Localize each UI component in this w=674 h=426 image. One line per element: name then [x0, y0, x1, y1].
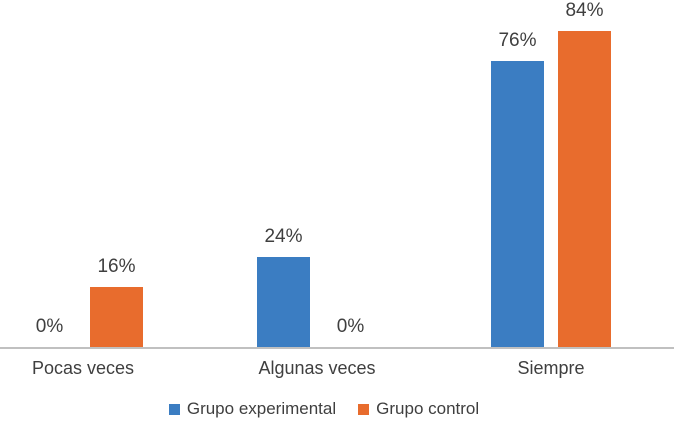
value-label-grupo-control-pocas-veces: 16%: [97, 255, 136, 277]
bar-grupo-control-siempre: [558, 31, 611, 347]
bar-grupo-experimental-siempre: [491, 61, 544, 347]
category-label-pocas-veces: Pocas veces: [31, 358, 135, 378]
category-label-algunas-veces: Algunas veces: [258, 358, 376, 378]
legend-label-grupo-experimental: Grupo experimental: [186, 399, 337, 418]
legend-label-grupo-control: Grupo control: [376, 399, 480, 418]
legend-swatch-grupo-control-icon: [358, 403, 370, 415]
bar-grupo-control-pocas-veces: [90, 286, 143, 347]
legend-item-grupo-experimental: Grupo experimental: [168, 398, 337, 420]
legend-item-grupo-control: Grupo control: [358, 398, 479, 420]
category-label-siempre: Siempre: [517, 358, 585, 378]
x-axis-line: [0, 347, 674, 349]
value-label-grupo-experimental-algunas-veces: 24%: [264, 225, 303, 247]
value-label-grupo-experimental-pocas-veces: 0%: [35, 316, 64, 337]
legend: Grupo experimental Grupo control: [0, 398, 661, 420]
bar-grupo-experimental-algunas-veces: [257, 256, 310, 347]
legend-swatch-grupo-experimental-icon: [168, 403, 180, 415]
value-label-grupo-control-algunas-veces: 0%: [336, 316, 365, 337]
value-label-grupo-control-siempre: 84%: [565, 0, 604, 22]
value-label-grupo-experimental-siempre: 76%: [498, 30, 537, 52]
